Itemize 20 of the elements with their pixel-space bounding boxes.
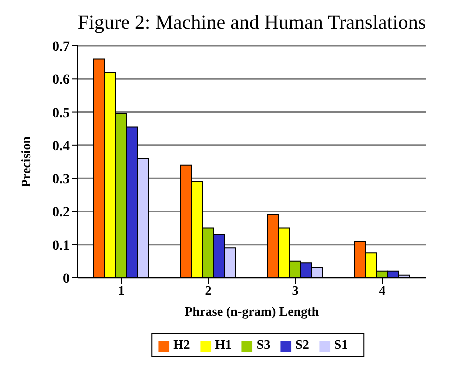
x-tick-label: 3 bbox=[292, 283, 300, 298]
legend-label: S1 bbox=[334, 337, 348, 352]
legend-label: S2 bbox=[296, 337, 310, 352]
x-tick-label: 1 bbox=[118, 283, 125, 298]
y-tick-label: 0.7 bbox=[52, 40, 70, 55]
x-tick-label: 2 bbox=[205, 283, 212, 298]
y-axis-title: Precision bbox=[18, 136, 34, 188]
legend-label: S3 bbox=[256, 337, 271, 352]
y-tick-label: 0.2 bbox=[52, 206, 70, 221]
y-tick-label: 0.5 bbox=[52, 106, 70, 122]
y-tick-label: 0.3 bbox=[52, 172, 70, 188]
y-tick-label: 0.6 bbox=[52, 73, 70, 88]
y-tick-label: 0.1 bbox=[52, 238, 70, 254]
legend-label: H2 bbox=[174, 337, 190, 352]
legend-label: H1 bbox=[215, 337, 232, 352]
y-tick-label: 0.4 bbox=[52, 139, 70, 154]
x-axis-title: Phrase (n-gram) Length bbox=[184, 304, 320, 319]
chart-title: Figure 2: Machine and Human Translations bbox=[76, 11, 428, 36]
y-tick-label: 0 bbox=[63, 272, 70, 287]
x-tick-label: 4 bbox=[379, 283, 386, 298]
